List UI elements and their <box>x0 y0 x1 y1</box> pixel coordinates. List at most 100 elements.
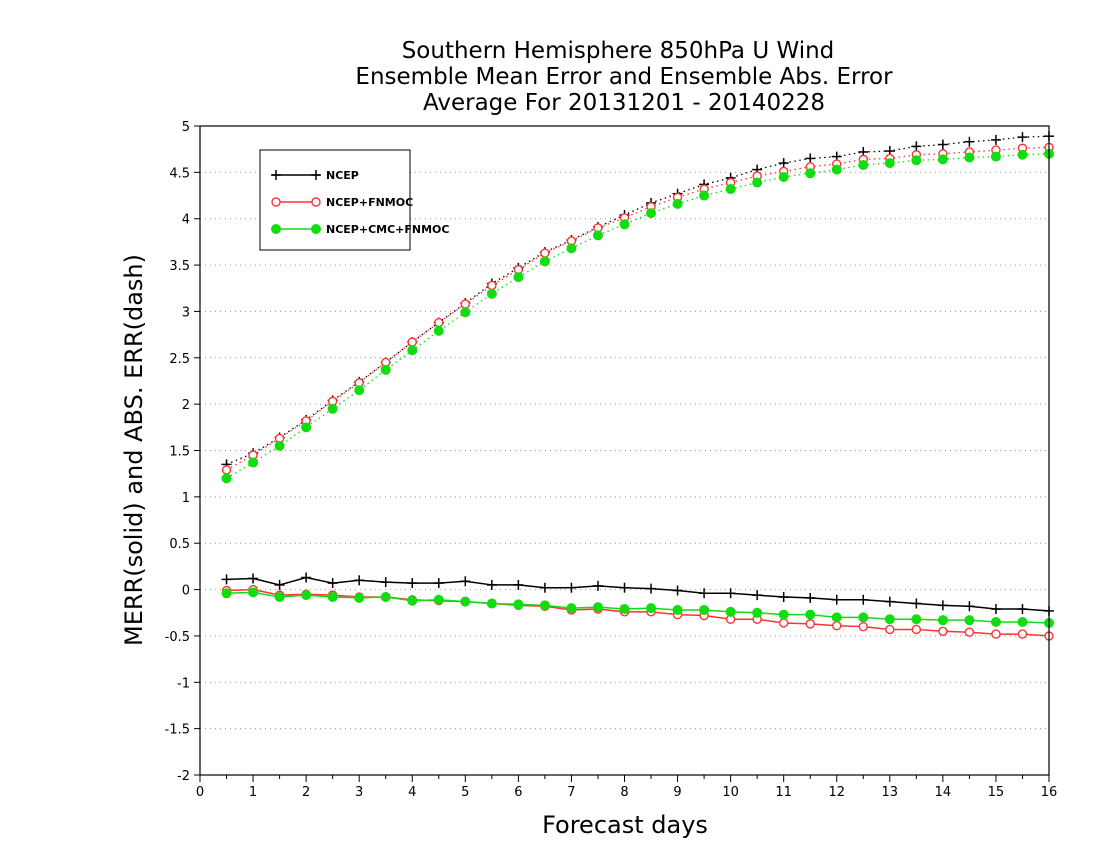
mean-error-point <box>911 598 922 609</box>
abs-error-point <box>752 177 763 188</box>
mean-error-point <box>460 576 471 587</box>
mean-error-point <box>991 629 1001 639</box>
mean-error-point <box>858 594 869 605</box>
abs-error-point <box>646 208 657 219</box>
abs-error-point <box>911 155 922 166</box>
abs-error-point <box>805 168 816 179</box>
abs-error-point <box>884 158 895 169</box>
mean-error-line-ncep <box>226 576 1050 612</box>
series-ncep-cmc-fnmoc <box>221 148 1054 628</box>
abs-error-point <box>911 141 922 152</box>
x-tick-label: 7 <box>567 785 575 800</box>
legend-item-ncep-fnmoc: NCEP+FNMOC <box>271 196 413 209</box>
abs-error-point <box>1017 132 1028 143</box>
mean-error-point <box>354 575 365 586</box>
mean-error-point <box>248 573 259 584</box>
y-tick-label: 4 <box>182 213 190 228</box>
legend-marker-start <box>271 170 281 180</box>
abs-error-point <box>964 136 975 147</box>
mean-error-point <box>539 600 550 611</box>
y-tick-label: 2.5 <box>169 352 190 367</box>
abs-error-point <box>486 288 497 299</box>
abs-error-point <box>407 345 418 356</box>
chart-title-line-1: Southern Hemisphere 850hPa U Wind <box>402 38 835 64</box>
mean-error-line-ncep-cmc-fnmoc <box>226 591 1050 624</box>
x-tick-label: 16 <box>1041 785 1058 800</box>
mean-error-point <box>964 627 975 637</box>
mean-error-point <box>301 590 312 601</box>
abs-error-point <box>778 171 789 182</box>
y-tick-label: 2 <box>182 398 190 413</box>
legend-box <box>259 149 411 251</box>
x-tick-label: 9 <box>673 785 681 800</box>
mean-error-point <box>778 591 789 602</box>
mean-error-point <box>407 578 418 589</box>
legend-label: NCEP+CMC+FNMOC <box>326 223 449 236</box>
y-tick-label: 0 <box>182 584 190 599</box>
abs-error-point <box>327 403 338 414</box>
x-tick-label: 15 <box>988 785 1005 800</box>
mean-error-point <box>460 596 471 607</box>
axes: -2-1.5-1-0.500.511.522.533.544.550 1 2 3 4 5 6… <box>165 120 1058 800</box>
mean-error-point <box>964 601 975 612</box>
abs-error-line-ncep <box>226 135 1050 466</box>
abs-error-point <box>460 299 471 309</box>
mean-error-point <box>805 619 815 629</box>
mean-error-point <box>539 582 550 593</box>
abs-error-point <box>619 219 630 230</box>
mean-error-point <box>725 606 736 617</box>
mean-error-point <box>301 572 312 583</box>
mean-error-point <box>672 585 683 596</box>
mean-error-point <box>885 624 895 635</box>
abs-error-point <box>566 243 577 254</box>
mean-error-point <box>911 614 922 625</box>
y-tick-label: 3.5 <box>169 259 190 274</box>
mean-error-point <box>990 604 1001 615</box>
legend-item-ncep-cmc-fnmoc: NCEP+CMC+FNMOC <box>271 223 449 236</box>
x-axis-title: Forecast days <box>542 811 708 839</box>
mean-error-point <box>778 609 789 620</box>
mean-error-point <box>831 612 842 623</box>
x-tick-label: 12 <box>828 785 845 800</box>
legend-label: NCEP+FNMOC <box>326 196 413 209</box>
legend-marker-end <box>311 197 321 207</box>
legend-marker-start <box>271 224 281 234</box>
y-tick-label: 5 <box>182 120 190 135</box>
mean-error-point <box>858 612 869 623</box>
abs-error-point <box>539 256 550 267</box>
y-tick-label: -1 <box>177 676 190 691</box>
x-tick-label: 3 <box>355 785 363 800</box>
abs-error-point <box>460 307 471 318</box>
abs-error-point <box>487 280 497 291</box>
abs-error-point <box>990 134 1001 145</box>
mean-error-point <box>1017 604 1028 615</box>
abs-error-point <box>805 153 816 164</box>
mean-error-point <box>752 607 763 618</box>
abs-error-point <box>380 364 391 375</box>
x-tick-label: 4 <box>408 785 416 800</box>
mean-error-point <box>354 592 365 603</box>
abs-error-point <box>433 325 444 336</box>
mean-error-point <box>884 596 895 607</box>
abs-error-point <box>937 139 948 150</box>
legend-label: NCEP <box>326 169 359 182</box>
mean-error-point <box>486 579 497 590</box>
mean-error-point <box>832 621 842 631</box>
mean-error-point <box>327 591 338 602</box>
mean-error-point <box>486 598 497 609</box>
chart-title-line-2: Ensemble Mean Error and Ensemble Abs. Er… <box>355 64 893 90</box>
x-tick-label: 11 <box>775 785 792 800</box>
series-layer <box>221 131 1054 641</box>
mean-error-point <box>699 604 710 615</box>
mean-error-point <box>221 588 232 599</box>
mean-error-point <box>619 582 630 593</box>
abs-error-point <box>248 457 259 468</box>
mean-error-point <box>327 578 338 589</box>
x-tick-label: 1 <box>249 785 257 800</box>
mean-error-point <box>433 578 444 589</box>
mean-error-point <box>566 582 577 593</box>
x-tick-label: 5 <box>461 785 469 800</box>
mean-error-point <box>407 595 418 606</box>
mean-error-point <box>964 615 975 626</box>
